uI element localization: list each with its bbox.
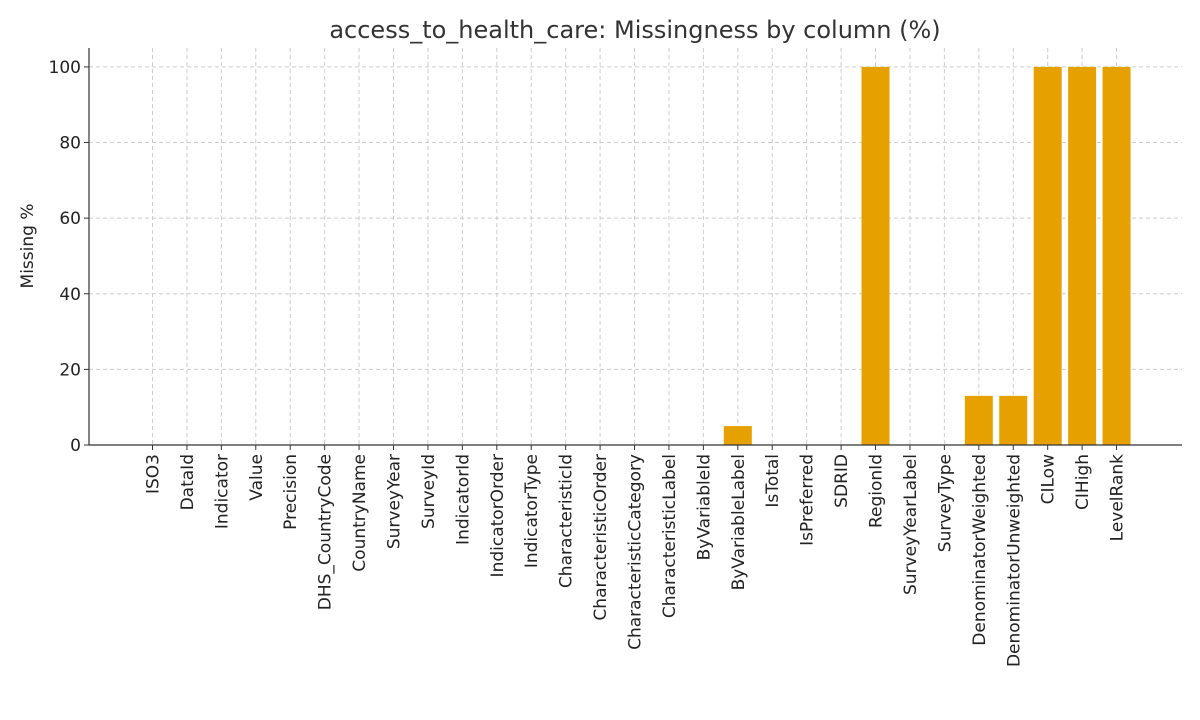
x-tick-label: SurveyYearLabel [901, 454, 921, 595]
x-tick-label: IsTotal [763, 454, 783, 508]
grid [89, 48, 1182, 446]
x-tick-label: IndicatorType [522, 454, 542, 568]
x-tick-label: SurveyType [935, 454, 955, 552]
y-tick-label: 40 [59, 285, 81, 305]
y-tick-label: 100 [49, 58, 81, 78]
x-tick-label: CharacteristicId [557, 454, 577, 588]
x-tick-label: ByVariableLabel [729, 454, 749, 590]
x-tick-label: IndicatorOrder [488, 454, 508, 577]
x-tick-label: CountryName [350, 454, 370, 572]
x-tick-label: CharacteristicCategory [626, 454, 646, 650]
x-tick-label: CILow [1039, 454, 1059, 504]
bar-DenominatorUnweighted [999, 395, 1028, 445]
x-tick-label: DHS_CountryCode [316, 454, 336, 610]
axes [88, 48, 1182, 446]
chart-title: access_to_health_care: Missingness by co… [329, 16, 940, 44]
bar-CIHigh [1068, 66, 1097, 446]
x-tick-label: SurveyYear [385, 454, 405, 549]
y-tick-label: 0 [70, 436, 81, 456]
x-tick-label: RegionId [867, 454, 887, 528]
x-tick-label: CharacteristicLabel [660, 454, 680, 618]
x-tick-label: DenominatorWeighted [970, 454, 990, 646]
x-tick-label: DenominatorUnweighted [1004, 454, 1024, 667]
bar-ByVariableLabel [723, 426, 752, 445]
x-tick-label: SDRID [832, 454, 852, 508]
x-tick-label: Precision [281, 454, 301, 530]
x-axis-ticks: ISO3 DataId Indicator Value Precision DHS_Cou… [144, 445, 1128, 667]
bar-RegionId [861, 66, 890, 446]
y-tick-label: 60 [59, 209, 81, 229]
y-tick-label: 80 [59, 134, 81, 154]
x-tick-label: Value [247, 454, 267, 501]
x-tick-label: CIHigh [1073, 454, 1093, 510]
bar-DenominatorWeighted [964, 395, 993, 445]
y-axis-ticks: 0 20 40 60 80 100 [49, 58, 89, 456]
x-tick-label: Indicator [212, 454, 232, 529]
x-tick-label: IndicatorId [453, 454, 473, 545]
x-tick-label: IsPreferred [798, 454, 818, 546]
x-tick-label: SurveyId [419, 454, 439, 529]
x-tick-label: CharacteristicOrder [591, 454, 611, 621]
x-tick-label: LevelRank [1108, 454, 1128, 542]
x-tick-label: ISO3 [144, 454, 164, 494]
y-tick-label: 20 [59, 360, 81, 380]
bar-LevelRank [1102, 66, 1131, 446]
x-tick-label: ByVariableId [694, 454, 714, 560]
y-axis-label: Missing % [18, 204, 38, 289]
bar-CILow [1033, 66, 1062, 446]
bars [723, 66, 1131, 446]
x-tick-label: DataId [178, 454, 198, 510]
